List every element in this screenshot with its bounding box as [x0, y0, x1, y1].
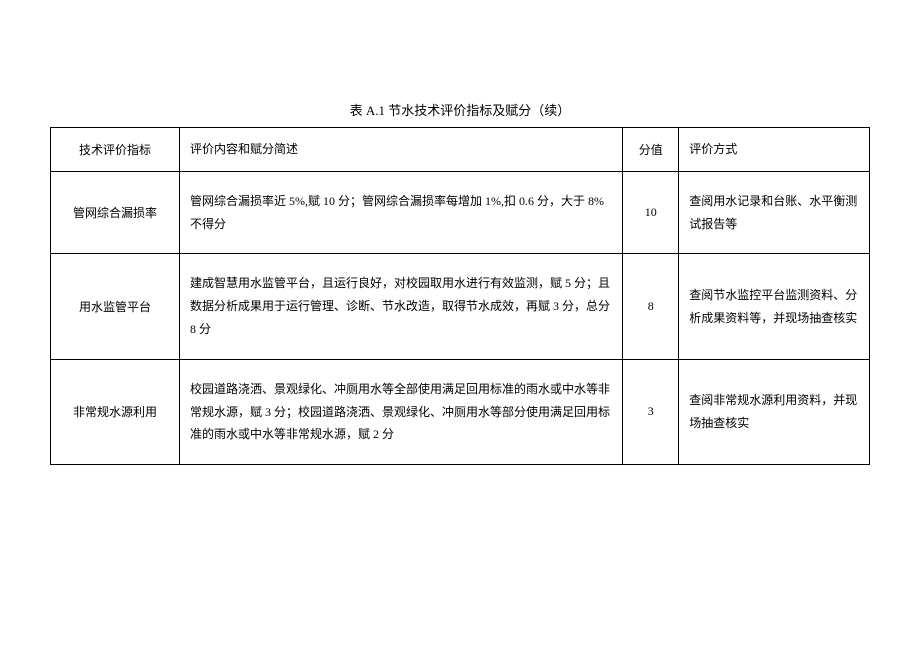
- cell-indicator: 非常规水源利用: [51, 359, 180, 464]
- header-content: 评价内容和赋分简述: [180, 128, 623, 172]
- cell-method: 查阅非常规水源利用资料，并现场抽查核实: [679, 359, 870, 464]
- cell-method: 查阅节水监控平台监测资料、分析成果资料等，并现场抽查核实: [679, 254, 870, 359]
- table-row: 非常规水源利用 校园道路浇洒、景观绿化、冲厕用水等全部使用满足回用标准的雨水或中…: [51, 359, 870, 464]
- cell-content: 管网综合漏损率近 5%,赋 10 分；管网综合漏损率每增加 1%,扣 0.6 分…: [180, 171, 623, 254]
- table-header-row: 技术评价指标 评价内容和赋分简述 分值 评价方式: [51, 128, 870, 172]
- cell-indicator: 用水监管平台: [51, 254, 180, 359]
- cell-indicator: 管网综合漏损率: [51, 171, 180, 254]
- evaluation-table: 技术评价指标 评价内容和赋分简述 分值 评价方式 管网综合漏损率 管网综合漏损率…: [50, 127, 870, 465]
- cell-method: 查阅用水记录和台账、水平衡测试报告等: [679, 171, 870, 254]
- cell-content: 校园道路浇洒、景观绿化、冲厕用水等全部使用满足回用标准的雨水或中水等非常规水源，…: [180, 359, 623, 464]
- table-row: 管网综合漏损率 管网综合漏损率近 5%,赋 10 分；管网综合漏损率每增加 1%…: [51, 171, 870, 254]
- header-score: 分值: [623, 128, 679, 172]
- table-row: 用水监管平台 建成智慧用水监管平台，且运行良好，对校园取用水进行有效监测，赋 5…: [51, 254, 870, 359]
- cell-score: 3: [623, 359, 679, 464]
- cell-score: 10: [623, 171, 679, 254]
- header-indicator: 技术评价指标: [51, 128, 180, 172]
- header-method: 评价方式: [679, 128, 870, 172]
- table-title: 表 A.1 节水技术评价指标及赋分（续）: [50, 100, 870, 119]
- cell-score: 8: [623, 254, 679, 359]
- cell-content: 建成智慧用水监管平台，且运行良好，对校园取用水进行有效监测，赋 5 分；且数据分…: [180, 254, 623, 359]
